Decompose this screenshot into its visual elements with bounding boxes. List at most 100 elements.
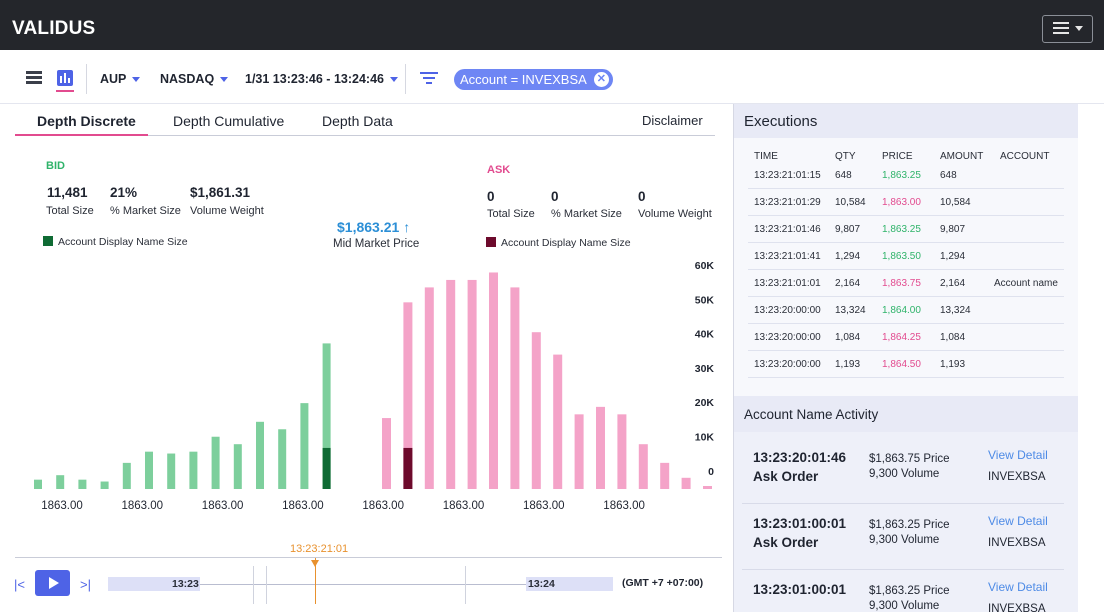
table-row[interactable]: 13:23:21:01:46 9,807 1,863.25 9,807 bbox=[748, 216, 1064, 243]
bid-bar bbox=[211, 436, 220, 489]
cell-time: 13:23:20:00:00 bbox=[754, 305, 821, 316]
depth-chart: 60K 50K 40K 30K 20K 10K 0 1863.00 1863.00 1863.00… bbox=[34, 260, 715, 512]
x-tick-label: 1863.00 bbox=[362, 500, 404, 512]
bid-bar bbox=[100, 481, 109, 489]
activity-account: INVEXBSA bbox=[988, 603, 1046, 612]
timeline-segment bbox=[526, 577, 613, 591]
activity-volume: 9,300 Volume bbox=[869, 534, 940, 546]
activity-order-type: Ask Order bbox=[753, 469, 819, 484]
ask-bar bbox=[617, 414, 627, 489]
x-tick-label: 1863.00 bbox=[603, 500, 645, 512]
toolbar: AUP NASDAQ 1/31 13:23:46 - 13:24:46 Acco… bbox=[0, 50, 1104, 104]
cell-price: 1,863.25 bbox=[882, 224, 921, 235]
ask-bar bbox=[382, 418, 391, 489]
table-row[interactable]: 13:23:21:01:15 648 1,863.25 648 bbox=[748, 162, 1064, 189]
table-row[interactable]: 13:23:20:00:00 1,193 1,864.50 1,193 bbox=[748, 351, 1064, 378]
chart-view-icon[interactable] bbox=[57, 70, 73, 86]
filter-chip[interactable]: Account = INVEXBSA ✕ bbox=[454, 69, 613, 90]
ask-bar bbox=[553, 354, 563, 489]
cell-qty: 9,807 bbox=[835, 224, 861, 235]
x-tick-label: 1863.00 bbox=[523, 500, 565, 512]
table-row[interactable]: 13:23:20:00:00 13,324 1,864.00 13,324 bbox=[748, 297, 1064, 324]
chevron-down-icon bbox=[132, 77, 141, 83]
column-header: ACCOUNT bbox=[1000, 151, 1050, 162]
bid-bar bbox=[278, 429, 287, 489]
menu-button[interactable] bbox=[1042, 15, 1093, 43]
cell-time: 13:23:20:00:00 bbox=[754, 359, 821, 370]
table-row[interactable]: 13:23:21:01:29 10,584 1,863.00 10,584 bbox=[748, 189, 1064, 216]
skip-to-start-icon[interactable]: |< bbox=[14, 577, 25, 592]
close-icon[interactable]: ✕ bbox=[593, 72, 609, 87]
timeline-track[interactable]: 13:23 13:24 bbox=[108, 577, 613, 591]
venue-dropdown[interactable]: NASDAQ bbox=[160, 72, 229, 86]
cell-qty: 1,193 bbox=[835, 359, 861, 370]
bid-bar bbox=[189, 451, 198, 489]
ask-bar bbox=[681, 477, 691, 489]
cell-price: 1,864.00 bbox=[882, 305, 921, 316]
timeline-line bbox=[200, 584, 526, 585]
hamburger-icon bbox=[1053, 22, 1069, 34]
skip-to-end-icon[interactable]: >| bbox=[80, 577, 91, 592]
ask-market-size-label: % Market Size bbox=[551, 208, 622, 220]
tab-depth-data[interactable]: Depth Data bbox=[322, 113, 393, 129]
cell-amount: 10,584 bbox=[940, 197, 971, 208]
time-range-value: 1/31 13:23:46 - 13:24:46 bbox=[245, 72, 384, 86]
cell-account: Account name bbox=[994, 278, 1058, 289]
ask-legend: Account Display Name Size bbox=[486, 237, 631, 249]
ask-bar bbox=[467, 279, 477, 489]
table-row[interactable]: 13:23:20:00:00 1,084 1,864.25 1,084 bbox=[748, 324, 1064, 351]
y-tick-label: 30K bbox=[695, 363, 715, 375]
ask-highlight-bar bbox=[403, 447, 413, 489]
legend-swatch bbox=[486, 237, 496, 247]
currency-value: AUP bbox=[100, 72, 127, 86]
ask-bar bbox=[531, 332, 541, 489]
cell-qty: 10,584 bbox=[835, 197, 866, 208]
disclaimer-link[interactable]: Disclaimer bbox=[642, 113, 703, 128]
bid-bar bbox=[56, 475, 65, 489]
chart-tabs: Depth Discrete Depth Cumulative Depth Da… bbox=[15, 104, 715, 136]
timeline-start-label: 13:23 bbox=[172, 578, 199, 590]
cell-qty: 1,084 bbox=[835, 332, 861, 343]
view-detail-link[interactable]: View Detail bbox=[988, 514, 1048, 528]
view-detail-link[interactable]: View Detail bbox=[988, 580, 1048, 594]
bid-market-size: 21% bbox=[110, 185, 138, 200]
activity-price: $1,863.25 Price bbox=[869, 585, 950, 597]
bid-bar bbox=[78, 479, 87, 489]
cell-time: 13:23:21:01:01 bbox=[754, 278, 821, 289]
mid-price-value: $1,863.21 bbox=[337, 219, 400, 235]
cell-price: 1,863.00 bbox=[882, 197, 921, 208]
toolbar-divider bbox=[86, 64, 87, 94]
column-header: AMOUNT bbox=[940, 151, 984, 162]
bid-highlight-bar bbox=[322, 447, 331, 489]
ask-legend-label: Account Display Name Size bbox=[501, 237, 631, 249]
tab-depth-cumulative[interactable]: Depth Cumulative bbox=[173, 113, 285, 129]
bid-total-size: 11,481 bbox=[47, 185, 88, 200]
activity-title: Account Name Activity bbox=[744, 407, 879, 422]
arrow-up-icon: ↑ bbox=[403, 219, 411, 235]
cell-price: 1,864.50 bbox=[882, 359, 921, 370]
x-tick-label: 1863.00 bbox=[202, 500, 244, 512]
ask-bar bbox=[638, 444, 648, 489]
timeline-playhead[interactable] bbox=[311, 558, 319, 604]
bid-bar bbox=[233, 444, 242, 489]
chart-view-active-indicator bbox=[56, 90, 74, 92]
cell-amount: 13,324 bbox=[940, 305, 971, 316]
time-range-dropdown[interactable]: 1/31 13:23:46 - 13:24:46 bbox=[245, 72, 398, 86]
cell-qty: 1,294 bbox=[835, 251, 861, 262]
play-button[interactable] bbox=[35, 570, 70, 596]
table-row[interactable]: 13:23:21:01:01 2,164 1,863.75 2,164 Account … bbox=[748, 270, 1064, 297]
list-view-icon[interactable] bbox=[26, 70, 42, 86]
legend-swatch bbox=[43, 236, 53, 246]
activity-price: $1,863.75 Price bbox=[869, 453, 950, 465]
chevron-down-icon bbox=[220, 77, 229, 83]
y-tick-label: 10K bbox=[695, 432, 715, 444]
activity-volume: 9,300 Volume bbox=[869, 468, 940, 480]
cell-amount: 1,084 bbox=[940, 332, 966, 343]
cell-amount: 2,164 bbox=[940, 278, 966, 289]
tab-depth-discrete[interactable]: Depth Discrete bbox=[37, 113, 136, 129]
table-row[interactable]: 13:23:21:01:41 1,294 1,863.50 1,294 bbox=[748, 243, 1064, 270]
filter-icon[interactable] bbox=[420, 72, 438, 84]
currency-dropdown[interactable]: AUP bbox=[100, 72, 141, 86]
cell-amount: 1,193 bbox=[940, 359, 966, 370]
view-detail-link[interactable]: View Detail bbox=[988, 448, 1048, 462]
